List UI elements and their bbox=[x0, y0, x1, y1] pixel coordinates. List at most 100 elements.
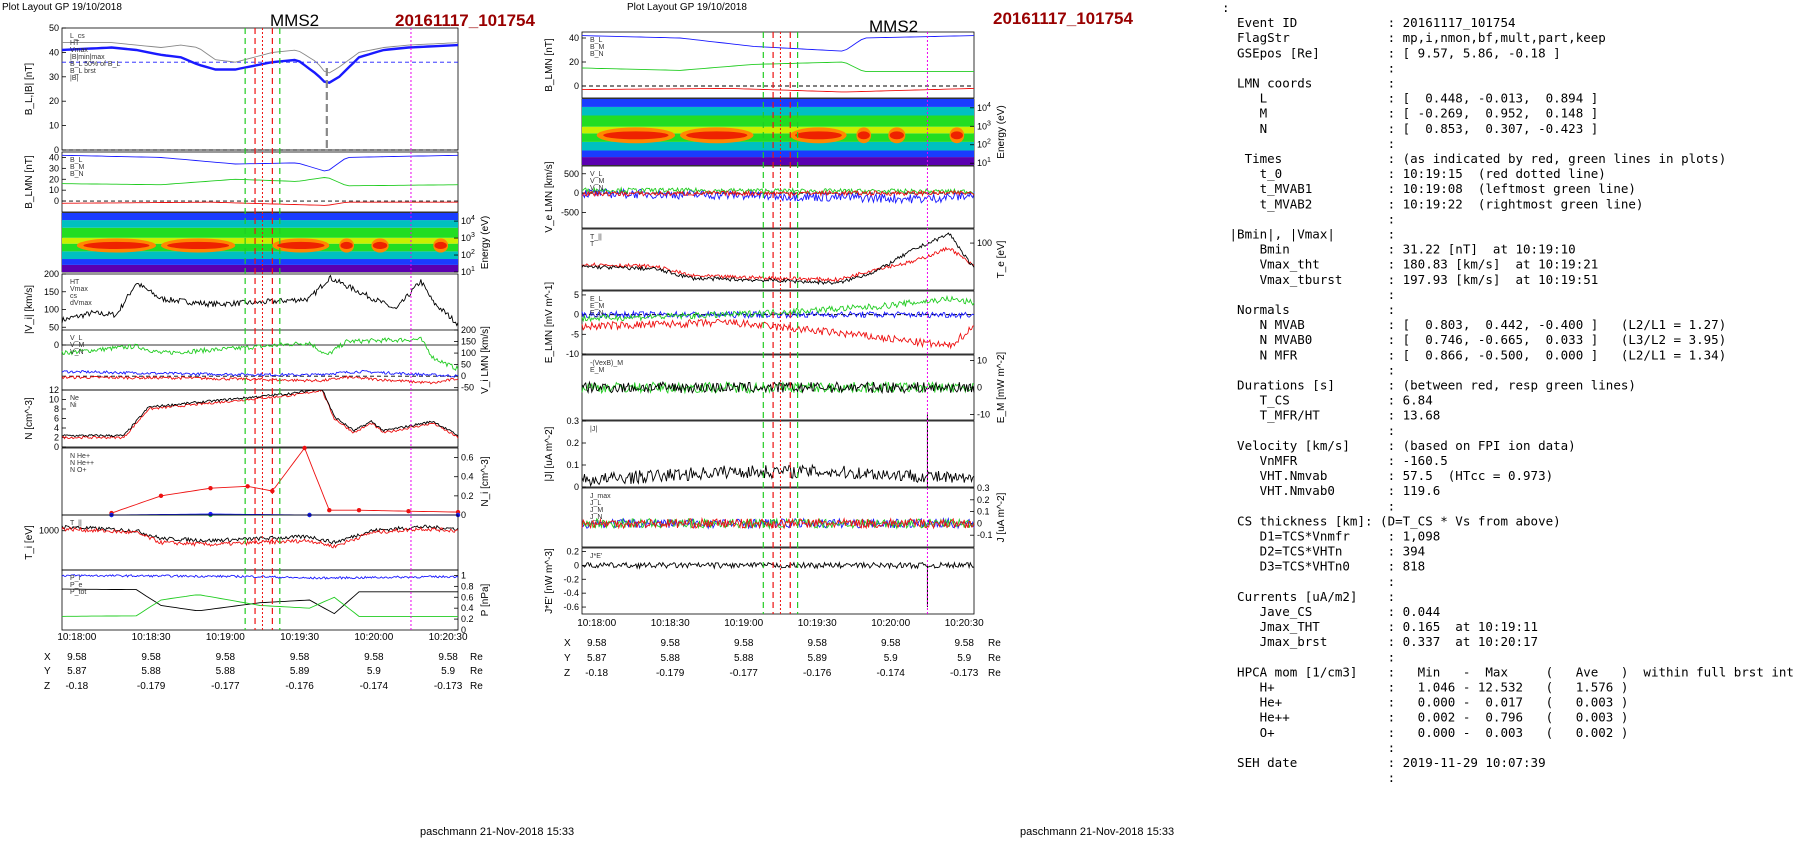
summary-line: Normals : bbox=[1222, 302, 1395, 317]
tick-label: 500 bbox=[564, 169, 579, 179]
legend-entry: V_L bbox=[590, 171, 603, 178]
tick-label: -0.2 bbox=[563, 574, 579, 584]
data-point bbox=[302, 445, 307, 451]
legend-entry: dVmax bbox=[70, 300, 92, 307]
orbit-value: -0.177 bbox=[211, 681, 240, 692]
legend-entry: E_L bbox=[590, 296, 603, 303]
tick-label: 0 bbox=[574, 188, 579, 198]
orbit-row-label: Z bbox=[564, 668, 570, 679]
spectrogram-band bbox=[582, 106, 974, 116]
tick-label: 101 bbox=[977, 157, 991, 168]
tick-label: -0.6 bbox=[563, 602, 579, 612]
axis-label: B_LMN [nT] bbox=[24, 155, 35, 209]
tick-label: 1 bbox=[461, 570, 466, 580]
summary-line: |Bmin|, |Vmax| : bbox=[1222, 227, 1395, 242]
series-B-L-brst bbox=[61, 43, 459, 84]
series-E-M bbox=[581, 294, 975, 323]
spectrogram-band bbox=[62, 259, 458, 265]
panel-R6: -10 0 10 E_M [mW m^-2] -(VexB)_ME_M bbox=[581, 352, 1007, 424]
series-V-L bbox=[61, 336, 459, 372]
summary-line: : bbox=[1222, 287, 1395, 302]
data-point bbox=[208, 511, 213, 517]
data-point bbox=[406, 508, 411, 514]
tick-label: 0 bbox=[977, 518, 982, 528]
summary-line: : bbox=[1222, 649, 1395, 664]
tick-label: 30 bbox=[49, 72, 59, 82]
orbit-value: 5.89 bbox=[290, 666, 310, 677]
tick-label: 100 bbox=[44, 305, 59, 315]
legend-entry: B_L brst bbox=[70, 68, 96, 75]
panel-frame bbox=[581, 487, 975, 548]
time-tick-label: 10:19:00 bbox=[206, 632, 245, 643]
time-tick-label: 10:20:00 bbox=[871, 618, 910, 629]
summary-line: : bbox=[1222, 770, 1395, 785]
summary-line: SEH date : 2019-11-29 10:07:39 bbox=[1222, 755, 1546, 770]
panel-frame bbox=[61, 447, 459, 516]
spectrogram-band bbox=[62, 243, 458, 252]
summary-line: VnMFR : -160.5 bbox=[1222, 453, 1448, 468]
panel-frame bbox=[581, 420, 975, 488]
summary-line: N MVAB0 : [ 0.746, -0.665, 0.033 ] (L3/L… bbox=[1222, 332, 1726, 347]
tick-label: 0.1 bbox=[977, 507, 990, 517]
summary-line: FlagStr : mp,i,nmon,bf,mult,part,keep bbox=[1222, 30, 1606, 45]
legend-entry: |J| bbox=[590, 426, 597, 433]
panel-L3: 101 102 103 104 Energy (eV) bbox=[61, 212, 491, 277]
tick-label: -5 bbox=[571, 329, 579, 339]
summary-line: T_CS : 6.84 bbox=[1222, 393, 1433, 408]
spectrogram-band bbox=[582, 141, 974, 151]
tick-label: 100 bbox=[461, 348, 476, 358]
tick-label: 0.8 bbox=[461, 581, 474, 591]
summary-line: : bbox=[1222, 362, 1395, 377]
axis-label: E_M [mW m^-2] bbox=[996, 352, 1007, 424]
tick-label: 0.2 bbox=[977, 495, 990, 505]
time-tick-label: 10:18:00 bbox=[577, 618, 616, 629]
tick-label: 0.2 bbox=[461, 614, 474, 624]
panel-frame bbox=[581, 228, 975, 291]
spectrogram-band bbox=[582, 126, 974, 134]
axis-label: J [uA m^-2] bbox=[996, 492, 1007, 542]
axis-label: T_i [eV] bbox=[24, 525, 35, 560]
legend-entry: J*E' bbox=[590, 553, 602, 560]
orbit-value: 5.88 bbox=[216, 666, 236, 677]
tick-label: 0.4 bbox=[461, 472, 474, 482]
panel-L8: 1000 T_i [eV] T_|| bbox=[24, 514, 459, 571]
series-V-M bbox=[581, 186, 975, 195]
legend-entry: -(VexB)_M bbox=[590, 360, 623, 367]
tick-label: 10 bbox=[977, 355, 987, 365]
series-V-M bbox=[61, 369, 459, 378]
legend-entry: B_L bbox=[590, 37, 603, 44]
orbit-value: 9.58 bbox=[954, 638, 974, 649]
legend-entry: J_M bbox=[590, 507, 603, 514]
data-point bbox=[245, 484, 250, 489]
left-event-title: 20161117_101754 bbox=[395, 11, 535, 30]
summary-line: t_MVAB2 : 10:19:22 (rightmost green line… bbox=[1222, 196, 1643, 211]
orbit-value: -0.177 bbox=[730, 668, 759, 679]
summary-line: : bbox=[1222, 740, 1395, 755]
spectrogram-band bbox=[62, 213, 458, 221]
spectrogram-band bbox=[62, 237, 458, 244]
tick-label: 1000 bbox=[39, 526, 59, 536]
summary-line: Jmax_THT : 0.165 at 10:19:11 bbox=[1222, 619, 1538, 634]
orbit-value: 9.58 bbox=[881, 638, 901, 649]
axis-label: B_L,|B| [nT] bbox=[24, 63, 35, 116]
time-tick-label: 10:19:00 bbox=[724, 618, 763, 629]
tick-label: 0 bbox=[54, 145, 59, 155]
summary-line: : bbox=[1222, 211, 1395, 226]
series-B-L bbox=[581, 35, 975, 52]
tick-label: 0.3 bbox=[977, 483, 990, 493]
legend-entry: cs bbox=[70, 293, 78, 300]
axis-label: E_LMN [mV m^-1] bbox=[544, 282, 555, 364]
panel-R3: -500 0 500 V_e LMN [km/s] V_LV_MV_N bbox=[544, 161, 975, 233]
summary-line: He+ : 0.000 - 0.017 ( 0.003 ) bbox=[1222, 695, 1628, 710]
panel-frame bbox=[581, 31, 975, 99]
tick-exponent: 2 bbox=[987, 139, 991, 146]
panel-R2: 101 102 103 104 Energy (eV) bbox=[581, 98, 1007, 168]
tick-label: 150 bbox=[44, 287, 59, 297]
spectrogram-core bbox=[167, 241, 230, 249]
series-J-N bbox=[581, 517, 975, 530]
time-tick-label: 10:19:30 bbox=[280, 632, 319, 643]
orbit-value: 5.9 bbox=[957, 653, 971, 664]
